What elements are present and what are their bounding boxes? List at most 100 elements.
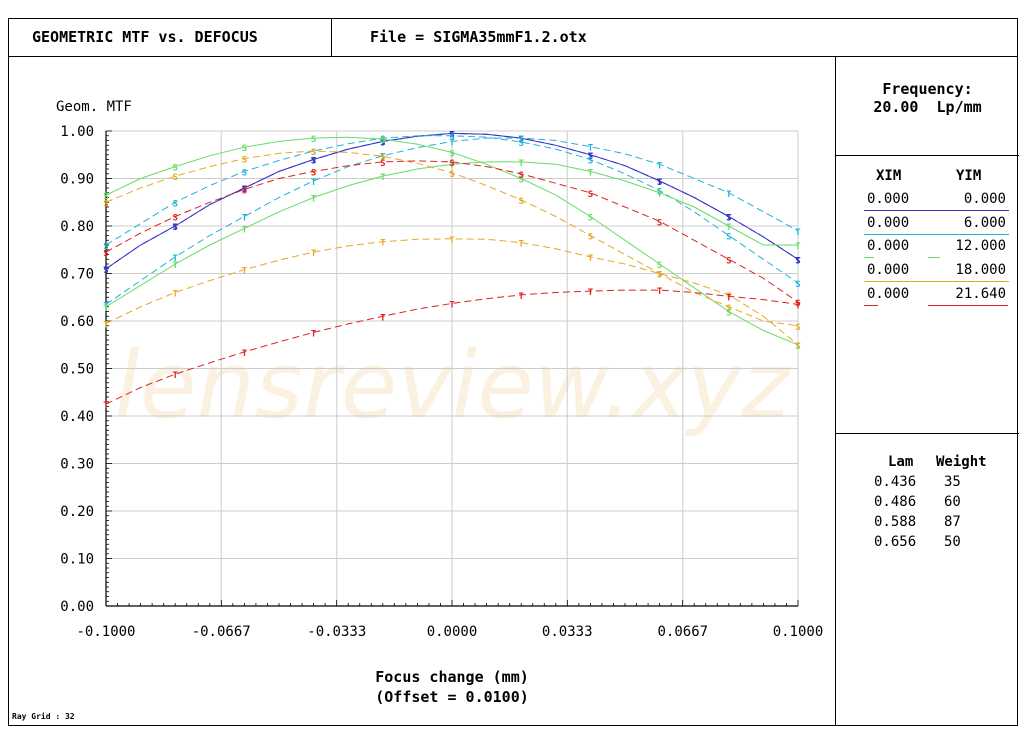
wavelength-weight: 87 xyxy=(944,514,961,530)
data-point: T xyxy=(795,342,801,352)
data-point: S xyxy=(657,218,662,228)
wavelength-weight: 35 xyxy=(944,474,961,490)
data-point: S xyxy=(449,149,454,159)
wavelength-lam: 0.656 xyxy=(874,534,917,550)
series-line xyxy=(105,135,799,284)
data-point: S xyxy=(103,192,108,202)
data-point: S xyxy=(103,199,108,209)
y-tick-label: 0.50 xyxy=(60,362,94,378)
data-point: T xyxy=(380,153,386,163)
data-point: S xyxy=(311,157,316,167)
data-point: S xyxy=(795,323,800,333)
data-point: T xyxy=(518,240,524,250)
field-row: 0.000 6.000 xyxy=(836,215,1019,239)
data-point: T xyxy=(380,138,386,148)
data-point: T xyxy=(311,249,317,259)
data-point: T xyxy=(242,225,248,235)
data-point: S xyxy=(311,148,316,158)
data-point: T xyxy=(103,320,109,330)
data-point: S xyxy=(518,171,523,181)
field-xim: 0.000 xyxy=(867,262,910,278)
x-tick-label: -0.1000 xyxy=(76,624,135,640)
wavelength-row: 0.486 60 xyxy=(836,494,1019,514)
data-point: S xyxy=(172,214,177,224)
data-point: T xyxy=(588,168,594,178)
legend-line xyxy=(928,257,940,258)
data-point: S xyxy=(588,214,593,224)
wavelength-lam: 0.486 xyxy=(874,494,917,510)
data-point: S xyxy=(588,233,593,243)
data-point: T xyxy=(449,138,455,148)
data-point: T xyxy=(103,266,109,276)
data-point: T xyxy=(242,185,248,195)
y-tick-label: 0.10 xyxy=(60,552,94,568)
data-point: T xyxy=(311,178,317,188)
field-yim: 18.000 xyxy=(955,262,1006,278)
x-tick-label: 0.0667 xyxy=(657,624,708,640)
data-point: T xyxy=(726,190,732,200)
data-point: T xyxy=(518,159,524,169)
data-point: S xyxy=(449,159,454,169)
data-point: T xyxy=(657,271,663,281)
data-point: S xyxy=(172,173,177,183)
data-point: S xyxy=(449,133,454,143)
data-point: S xyxy=(518,197,523,207)
data-point: T xyxy=(795,242,801,252)
series-line xyxy=(105,132,799,270)
data-point: T xyxy=(726,223,732,233)
data-point: T xyxy=(518,135,524,145)
yim-header: YIM xyxy=(956,168,982,184)
data-point: T xyxy=(588,144,594,154)
data-point: T xyxy=(172,371,178,381)
data-point: T xyxy=(726,293,732,303)
legend-line xyxy=(928,305,1008,306)
data-point: T xyxy=(657,190,663,200)
field-yim: 12.000 xyxy=(955,238,1006,254)
data-point: T xyxy=(311,195,317,205)
side-divider xyxy=(836,433,1019,434)
y-tick-label: 0.00 xyxy=(60,599,94,615)
field-row: 0.000 18.000 xyxy=(836,262,1019,286)
data-point: S xyxy=(726,214,731,224)
plot-frame xyxy=(8,18,1018,726)
data-point: S xyxy=(518,176,523,186)
x-tick-label: -0.0333 xyxy=(307,624,366,640)
data-point: S xyxy=(311,148,316,158)
y-tick-label: 0.30 xyxy=(60,457,94,473)
wavelength-weight: 60 xyxy=(944,494,961,510)
series-line xyxy=(105,161,798,308)
data-point: T xyxy=(657,161,663,171)
legend-line xyxy=(864,234,1009,235)
x-tick-label: 0.0000 xyxy=(427,624,478,640)
field-row: 0.000 21.640 xyxy=(836,286,1019,310)
data-point: S xyxy=(242,185,247,195)
data-point: S xyxy=(242,168,247,178)
data-point: T xyxy=(588,288,594,298)
data-point: S xyxy=(172,164,177,174)
mtf-chart: lensreview.xyz 0.00 0.10 0.20 0.30 0.40 0.50 0.… xyxy=(56,99,823,706)
field-yim: 21.640 xyxy=(955,286,1006,302)
series-line xyxy=(105,137,799,305)
frequency-label: Frequency: xyxy=(882,80,973,98)
field-xim: 0.000 xyxy=(867,191,910,207)
data-point: S xyxy=(311,135,316,145)
data-point: S xyxy=(518,135,523,145)
side-panel: Frequency: 20.00 Lp/mm XIM YIM 0.000 0.0… xyxy=(835,56,1019,726)
data-point: T xyxy=(172,261,178,271)
frequency-block: Frequency: 20.00 Lp/mm xyxy=(836,80,1019,116)
data-point: T xyxy=(657,178,663,188)
x-axis-label: Focus change (mm) xyxy=(375,668,529,686)
data-point: T xyxy=(795,228,801,238)
lam-header: Lam xyxy=(888,454,914,470)
field-yim: 0.000 xyxy=(963,191,1006,207)
wavelength-lam: 0.588 xyxy=(874,514,917,530)
data-point: S xyxy=(449,170,454,180)
data-point: S xyxy=(103,249,108,259)
data-point: T xyxy=(242,214,248,224)
data-point: T xyxy=(311,157,317,167)
data-point: T xyxy=(449,300,455,310)
data-point: T xyxy=(657,287,663,297)
data-point: T xyxy=(449,161,455,171)
xim-header: XIM xyxy=(876,168,902,184)
y-tick-label: 0.70 xyxy=(60,267,94,283)
